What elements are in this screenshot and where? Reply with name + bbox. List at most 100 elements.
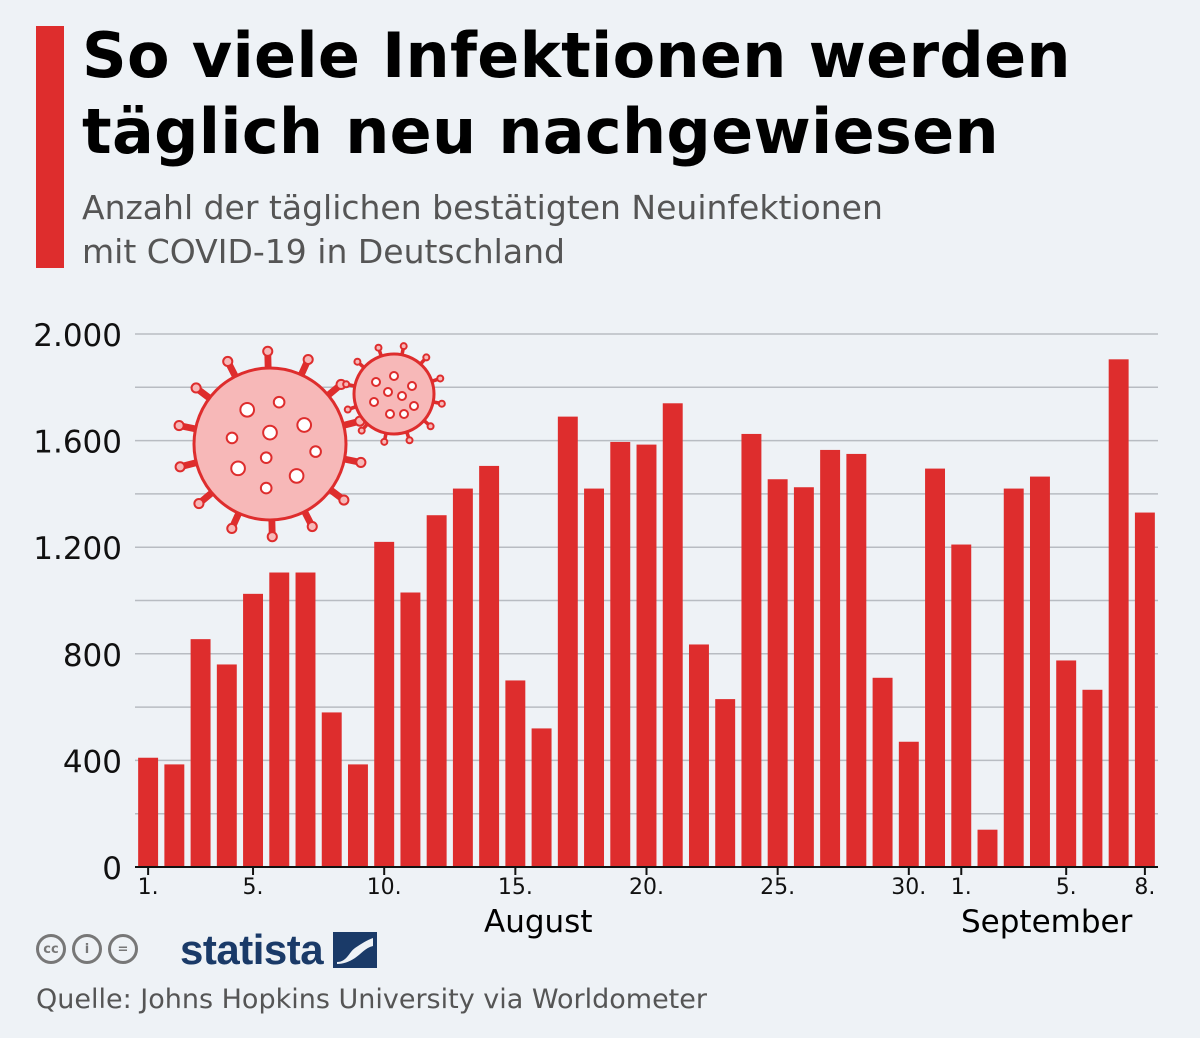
virus-dot [409,401,419,411]
virus-dot [383,387,393,397]
x-tick-label: 1. [138,875,159,900]
virus-spike-tip [399,342,408,351]
bar [688,644,709,867]
subtitle-line-2: mit COVID-19 in Deutschland [82,232,565,271]
subtitle-line-1: Anzahl der täglichen bestätigten Neuinfe… [82,188,883,227]
virus-dot [259,451,273,465]
virus-spike-tip [353,357,362,366]
y-tick-label: 0 [102,851,122,887]
bar [321,712,342,867]
y-tick-label: 1.600 [33,425,122,461]
bar [243,593,264,867]
bar [190,639,211,867]
bar [1056,660,1077,867]
bar [1003,488,1024,867]
virus-dot [369,397,379,407]
virus-spike-tip [380,437,389,446]
virus-dot [296,417,313,433]
bar [662,403,683,867]
bar [872,677,893,867]
x-tick-label: 25. [760,875,795,900]
x-tick-label: 5. [1056,875,1077,900]
bar [505,680,526,867]
statista-logo[interactable]: statista [180,926,378,974]
accent-bar [36,26,64,268]
virus-dot [239,401,256,418]
virus-spike-tip [174,461,186,473]
virus-spike-tip [342,380,351,389]
chart-subtitle: Anzahl der täglichen bestätigten Neuinfe… [82,186,1082,274]
bar [846,453,867,867]
bar [741,433,762,867]
virus-spike-tip [266,531,278,543]
bar [820,449,841,867]
bar [951,544,972,867]
virus-illustration [173,342,446,543]
virus-dot [225,431,239,445]
title-line-1: So viele Infektionen werden [82,19,1071,92]
virus-dot [230,460,246,477]
virus-spike-tip [306,520,318,533]
virus-spike-tip [355,456,367,468]
month-label-september: September [961,904,1133,940]
bar [295,572,316,867]
bar [452,488,473,867]
virus-dot [272,395,286,409]
virus-dot [262,424,278,441]
statista-logo-icon [333,932,378,968]
y-tick-label: 2.000 [33,318,122,354]
bar [216,664,237,867]
bar [138,757,159,867]
virus-spike-tip [302,353,314,366]
bar [610,441,631,867]
virus-spike-tip [374,343,383,352]
virus-spike-tip [422,353,431,362]
virus-spike-tip [357,426,366,435]
virus-spike-tip [222,355,234,368]
x-tick-label: 20. [629,875,664,900]
bar [1108,359,1129,867]
bar [400,592,421,867]
x-tick-label: 30. [891,875,926,900]
x-tick-label: 10. [367,875,402,900]
bar-layer [138,359,1155,867]
virus-spike-tip [343,405,352,414]
bar [269,572,290,867]
bar [977,829,998,867]
virus-spike-tip [405,436,414,445]
virus-spike-tip [193,498,205,510]
bar [347,764,368,867]
virus-spike-tip [437,399,446,408]
bar [584,488,605,867]
bar [374,541,395,867]
license-icons: cc i = [36,934,138,964]
bar [636,444,657,867]
bar [164,764,185,867]
bar [1029,476,1050,867]
virus-spike-tip [436,374,445,383]
virus-dot [397,391,407,401]
virus-dot [309,445,322,458]
no-derivatives-icon: = [108,934,138,964]
month-label-august: August [484,904,593,940]
bar [426,515,447,867]
virus-dot [288,468,305,484]
x-tick-label: 8. [1134,875,1155,900]
bar [557,416,578,867]
bar [898,741,919,867]
virus-dot [385,409,395,419]
virus-spike-tip [173,420,185,432]
virus-dot [407,381,417,391]
attribution-icon: i [72,934,102,964]
virus-dot [389,371,399,381]
bar [1134,512,1155,867]
x-tick-label: 5. [243,875,264,900]
virus-spike-tip [262,345,274,357]
virus-large-icon [173,345,367,543]
x-tick-label: 1. [951,875,972,900]
virus-dot [371,377,381,387]
bar [1082,689,1103,867]
y-tick-label: 800 [63,638,122,674]
virus-spike-tip [226,522,238,535]
